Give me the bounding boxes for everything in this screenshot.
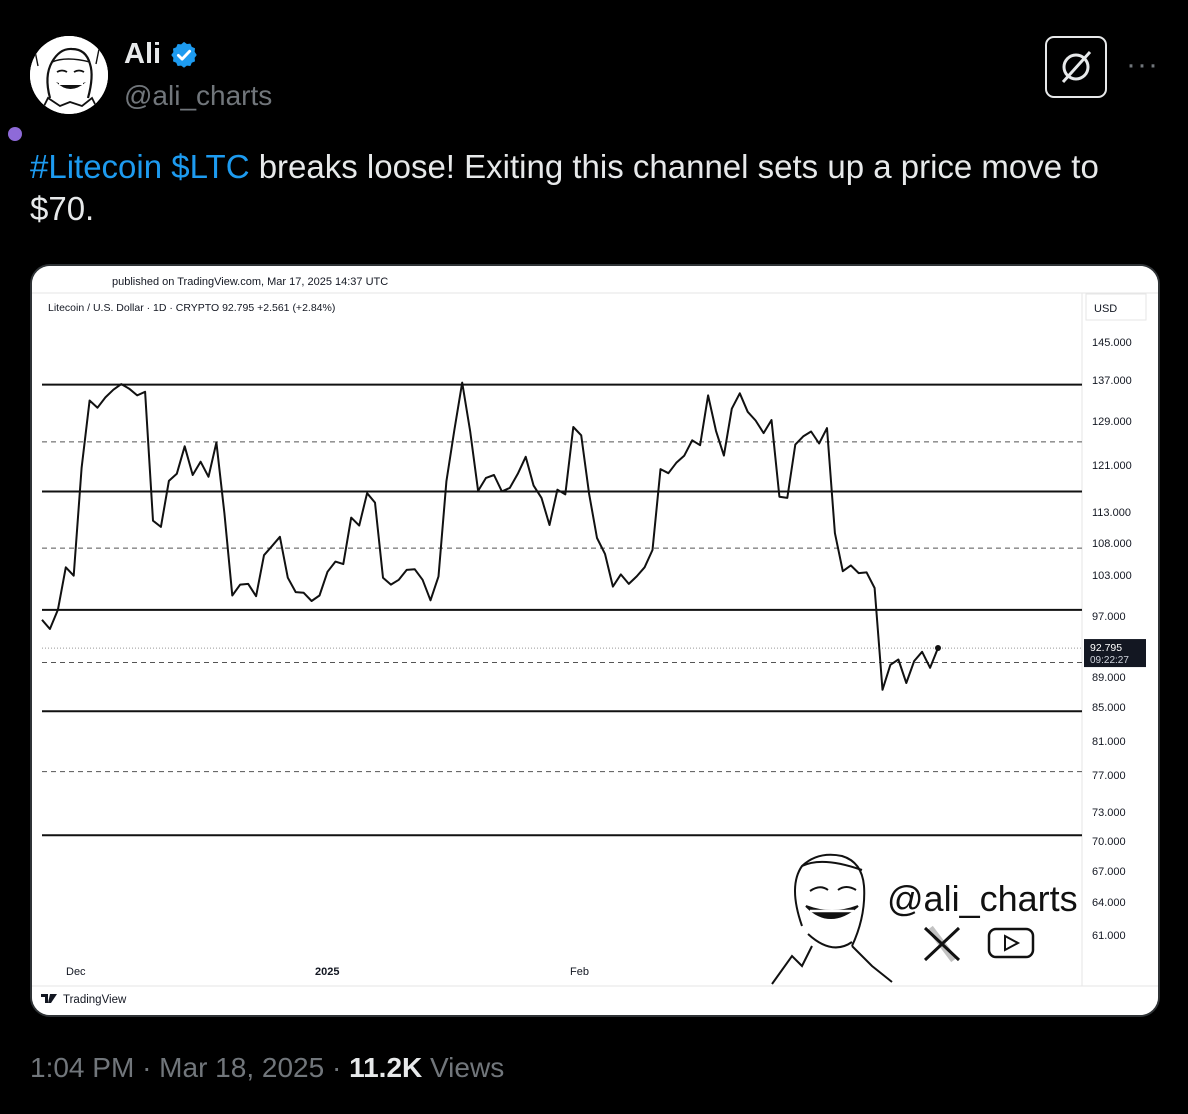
y-tick-label: 129.000 — [1092, 416, 1132, 428]
author-name-text: Ali — [124, 38, 162, 70]
watermark-face-icon — [771, 853, 893, 985]
tweet-meta: 1:04 PM · Mar 18, 2025 · 11.2K Views — [30, 1052, 504, 1084]
verified-badge-icon — [171, 41, 197, 68]
y-tick-label: 137.000 — [1092, 375, 1132, 387]
y-tick-label: 108.000 — [1092, 538, 1132, 550]
symbol-header: Litecoin / U.S. Dollar · 1D · CRYPTO 92.… — [48, 302, 335, 314]
author-handle[interactable]: @ali_charts — [124, 80, 273, 111]
x-tick-label: 2025 — [315, 966, 339, 978]
y-tick-label: 97.000 — [1092, 611, 1126, 623]
hashtag-link[interactable]: #Litecoin — [30, 148, 163, 185]
price-series-line — [41, 381, 939, 691]
x-tick-label: Feb — [570, 966, 589, 978]
y-tick-label: 67.000 — [1092, 866, 1126, 878]
thread-indicator-dot — [8, 127, 22, 141]
current-price-tag — [1084, 639, 1146, 668]
x-tick-label: Dec — [66, 966, 86, 978]
y-tick-label: 61.000 — [1092, 930, 1126, 942]
y-tick-label: 73.000 — [1092, 807, 1126, 819]
watermark-handle: @ali_charts — [887, 878, 1078, 919]
y-tick-label: 77.000 — [1092, 770, 1126, 782]
views-label: Views — [430, 1052, 505, 1083]
currency-label: USD — [1094, 303, 1117, 315]
y-tick-label: 70.000 — [1092, 836, 1126, 848]
avatar-face-icon — [30, 36, 108, 114]
author-avatar[interactable] — [30, 36, 108, 114]
y-tick-label: 113.000 — [1092, 507, 1131, 519]
y-tick-label: 81.000 — [1092, 736, 1126, 748]
tweet-media-image[interactable]: published on TradingView.com, Mar 17, 20… — [30, 264, 1160, 1017]
grok-button[interactable] — [1045, 36, 1107, 98]
views-count: 11.2K — [349, 1052, 423, 1083]
bar-countdown: 09:22:27 — [1090, 655, 1129, 666]
more-options-icon[interactable]: ··· — [1126, 48, 1159, 81]
y-tick-label: 85.000 — [1092, 702, 1126, 714]
tweet-date[interactable]: Mar 18, 2025 — [159, 1052, 325, 1083]
y-tick-label: 103.000 — [1092, 570, 1132, 582]
tweet-time[interactable]: 1:04 PM — [30, 1052, 135, 1083]
x-logo-icon — [923, 925, 961, 963]
youtube-logo-icon — [987, 927, 1035, 959]
y-tick-label: 64.000 — [1092, 897, 1126, 909]
published-caption: published on TradingView.com, Mar 17, 20… — [112, 276, 388, 288]
tradingview-brand: TradingView — [63, 994, 127, 1006]
y-tick-label: 89.000 — [1092, 672, 1126, 684]
cashtag-link[interactable]: $LTC — [171, 148, 250, 185]
y-tick-label: 121.000 — [1092, 460, 1132, 472]
author-name[interactable]: Ali — [124, 38, 199, 71]
y-tick-label: 145.000 — [1092, 337, 1132, 349]
tweet-text: #Litecoin $LTC breaks loose! Exiting thi… — [30, 146, 1170, 230]
tweet-body: breaks loose! Exiting this channel sets … — [30, 148, 1099, 227]
price-chart: published on TradingView.com, Mar 17, 20… — [32, 266, 1158, 1015]
tradingview-logo-icon — [41, 994, 57, 1003]
current-price-value: 92.795 — [1090, 642, 1122, 654]
grok-icon — [1061, 50, 1092, 84]
meta-separator-1: · — [142, 1052, 152, 1083]
meta-separator-2: · — [331, 1052, 342, 1083]
last-price-point — [935, 645, 941, 652]
